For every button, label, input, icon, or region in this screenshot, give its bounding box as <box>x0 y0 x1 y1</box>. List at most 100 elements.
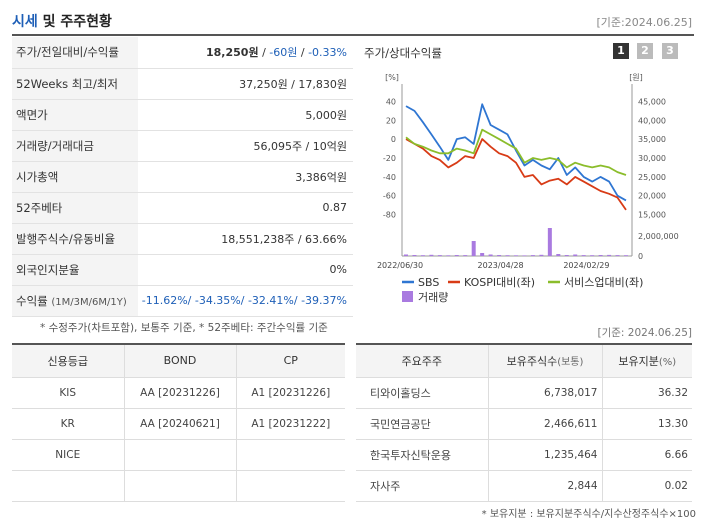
right-tick-label: 35,000 <box>638 135 666 144</box>
summary-value: 3,386억원 <box>138 161 353 193</box>
volume-bar <box>547 228 552 256</box>
legend-label-2: KOSPI대비(좌) <box>464 276 535 289</box>
bond-cell: AA [20231226] <box>123 376 237 409</box>
summary-value: 0% <box>138 254 353 286</box>
volume-bar <box>514 255 518 256</box>
table-row: 티와이홀딩스 6,738,017 36.32 <box>356 376 692 409</box>
summary-value: 18,551,238주 / 63.66% <box>138 223 353 255</box>
volume-bar <box>607 254 612 256</box>
summary-value: 37,250원 / 17,830원 <box>138 68 353 100</box>
stake-percent: 13.30 <box>601 407 692 440</box>
chart-page-1-button[interactable]: 1 <box>613 43 629 59</box>
volume-bar <box>530 255 535 256</box>
summary-value: 5,000원 <box>138 99 353 131</box>
price-summary-table: 주가/전일대비/수익률 18,250원 / -60원 / -0.33% 52We… <box>12 37 353 317</box>
volume-bar <box>581 255 586 256</box>
header-divider <box>12 34 694 36</box>
summary-label: 액면가 <box>12 99 138 131</box>
price-return-chart: [%] [원] 40 20 0 -20 -40 -60 -80 45,000 40,000 35,00… <box>377 73 679 304</box>
summary-row: 주가/전일대비/수익률 18,250원 / -60원 / -0.33% <box>12 37 353 69</box>
volume-bar <box>624 255 628 256</box>
x-tick-label: 2024/02/29 <box>563 261 609 270</box>
volume-bar <box>573 254 578 256</box>
left-tick-label: 20 <box>386 116 396 125</box>
shares-held: 2,466,611 <box>487 407 603 440</box>
left-tick-label: -20 <box>383 154 396 163</box>
table-row <box>12 469 345 502</box>
summary-value: -11.62%/ -34.35%/ -32.41%/ -39.37% <box>138 285 353 317</box>
page-title-accent: 시세 <box>12 14 38 30</box>
stake-header-unit: (%) <box>658 356 677 368</box>
table-row: 자사주 2,844 0.02 <box>356 469 692 502</box>
summary-label: 수익률 (1M/3M/6M/1Y) <box>12 285 138 317</box>
table-row: NICE <box>12 438 345 471</box>
chart-page-3-button[interactable]: 3 <box>662 43 678 59</box>
summary-row: 수익률 (1M/3M/6M/1Y) -11.62%/ -34.35%/ -32.… <box>12 285 353 317</box>
summary-label: 외국인지분율 <box>12 254 138 286</box>
left-axis-unit: [%] <box>385 73 399 82</box>
volume-bar <box>615 255 620 256</box>
legend-label-volume: 거래량 <box>418 291 448 304</box>
right-tick-label: 20,000 <box>638 192 666 201</box>
volume-bar <box>556 254 561 256</box>
shares-held: 1,235,464 <box>487 438 603 471</box>
volume-bar <box>564 255 569 256</box>
agency-cell <box>12 469 125 502</box>
series-line-3 <box>405 128 627 176</box>
volume-bar <box>412 255 417 256</box>
volume-tick-label: 2,000,000 <box>638 232 679 241</box>
cp-cell <box>235 469 345 502</box>
column-header: CP <box>235 344 345 378</box>
summary-value: 56,095주 / 10억원 <box>138 130 353 162</box>
right-tick-label: 15,000 <box>638 211 666 220</box>
table-header-row: 주요주주 보유주식수(보통) 보유지분(%) <box>356 344 692 378</box>
agency-cell: KR <box>12 407 125 440</box>
summary-row: 외국인지분율 0% <box>12 254 353 286</box>
return-values: -11.62%/ -34.35%/ -32.41%/ -39.37% <box>141 294 347 307</box>
summary-value: 0.87 <box>138 192 353 224</box>
table-row: KIS AA [20231226] A1 [20231226] <box>12 376 345 409</box>
left-tick-label: -80 <box>383 211 396 220</box>
volume-bar <box>497 255 502 256</box>
right-tick-label: 40,000 <box>638 116 666 125</box>
cp-cell <box>235 438 345 471</box>
shareholder-name: 한국투자신탁운용 <box>356 438 489 471</box>
stake-percent: 6.66 <box>601 438 692 471</box>
current-price: 18,250원 <box>206 46 259 60</box>
stake-header: 보유지분 <box>618 354 659 368</box>
agency-cell: NICE <box>12 438 125 471</box>
summary-label: 발행주식수/유동비율 <box>12 223 138 255</box>
table-row: 한국투자신탁운용 1,235,464 6.66 <box>356 438 692 471</box>
agency-cell: KIS <box>12 376 125 409</box>
bond-cell <box>123 438 237 471</box>
price-change: -60원 <box>269 46 298 60</box>
column-header: 주요주주 <box>356 344 489 378</box>
summary-label: 시가총액 <box>12 161 138 193</box>
chart-page-2-button[interactable]: 2 <box>637 43 653 59</box>
left-tick-label: 40 <box>386 97 396 106</box>
volume-bar <box>598 255 603 256</box>
shares-held: 2,844 <box>487 469 603 502</box>
summary-label: 52주베타 <box>12 192 138 224</box>
volume-bar <box>446 255 451 256</box>
return-period-label: (1M/3M/6M/1Y) <box>51 296 127 308</box>
column-header: 신용등급 <box>12 344 125 378</box>
stake-percent: 0.02 <box>601 469 692 502</box>
legend-swatch-volume <box>402 291 413 302</box>
volume-bar <box>522 255 527 256</box>
shareholder-name: 국민연금공단 <box>356 407 489 440</box>
reference-date: [기준:2024.06.25] <box>596 16 692 29</box>
reference-date-2: [기준: 2024.06.25] <box>597 327 692 339</box>
shareholder-footnote: * 보유지분 : 보유지분주식수/지수산정주식수×100 <box>481 509 696 520</box>
right-axis-unit: [원] <box>629 73 643 82</box>
major-shareholders-table: 주요주주 보유주식수(보통) 보유지분(%) 티와이홀딩스 6,738,017 … <box>356 343 692 502</box>
right-tick-label: 25,000 <box>638 173 666 182</box>
volume-bar <box>404 254 408 256</box>
separator: / <box>297 46 309 60</box>
table-header-row: 신용등급 BOND CP <box>12 344 345 378</box>
series-line-1 <box>405 103 627 202</box>
summary-row: 52Weeks 최고/최저 37,250원 / 17,830원 <box>12 68 353 100</box>
x-tick-label: 2023/04/28 <box>478 261 524 270</box>
shares-held: 6,738,017 <box>487 376 603 409</box>
shareholder-name: 티와이홀딩스 <box>356 376 489 409</box>
